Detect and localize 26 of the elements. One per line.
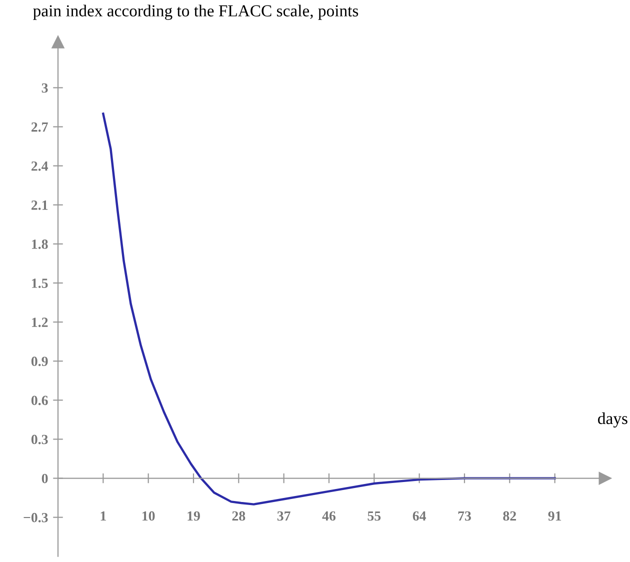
y-tick-label: 0.3 <box>31 434 48 444</box>
y-tick-label: 2.1 <box>32 200 48 210</box>
y-tick-label: 0.6 <box>31 396 48 406</box>
x-tick-label: 55 <box>368 511 381 521</box>
x-tick-label: 28 <box>232 511 246 521</box>
x-tick-label: 19 <box>188 511 200 521</box>
y-axis-title: pain index according to the FLACC scale, points <box>33 4 358 20</box>
y-tick-label: 0 <box>42 474 48 484</box>
line-series <box>102 112 556 506</box>
y-tick-label: 2.4 <box>32 161 48 171</box>
y-tick-label: −0.3 <box>24 512 48 522</box>
y-tick-label: 1.5 <box>32 278 48 288</box>
y-tick-label: 0.9 <box>31 356 48 366</box>
x-tick-label: 10 <box>142 511 155 521</box>
y-tick-label: 3 <box>42 83 48 93</box>
x-axis-title: days <box>598 412 628 428</box>
x-tick-label: 37 <box>277 511 290 521</box>
y-tick-label: 1.2 <box>32 318 48 328</box>
x-tick-label: 73 <box>458 511 471 521</box>
x-tick-label: 46 <box>322 511 336 521</box>
y-tick-label: 1.8 <box>32 240 48 249</box>
y-tick-label: 2.7 <box>32 122 48 132</box>
x-tick-label: 64 <box>412 511 426 521</box>
x-tick-label: 82 <box>503 511 516 521</box>
x-tick-label: 1 <box>100 511 106 521</box>
x-tick-label: 91 <box>548 511 562 521</box>
